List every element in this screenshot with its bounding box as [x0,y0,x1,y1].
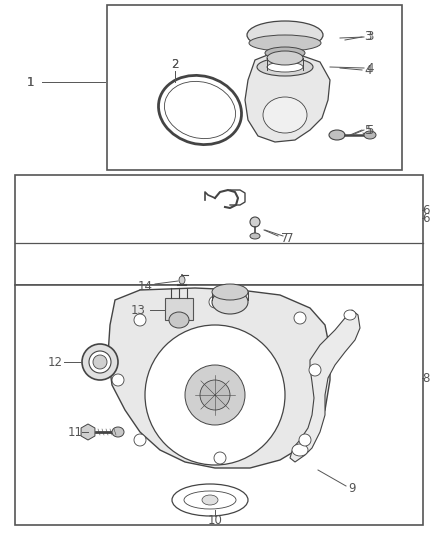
Text: 11: 11 [67,425,82,439]
Bar [165,298,193,320]
Polygon shape [108,288,330,468]
Ellipse shape [364,131,376,139]
Text: 12: 12 [47,356,63,368]
Ellipse shape [185,365,245,425]
Text: 1: 1 [26,76,34,88]
Bar [15,175,423,285]
Ellipse shape [212,290,248,314]
Text: 1: 1 [26,76,34,88]
Ellipse shape [112,427,124,437]
Ellipse shape [179,276,185,284]
Ellipse shape [329,130,345,140]
Text: 2: 2 [171,59,179,71]
Ellipse shape [172,484,248,516]
Text: 7: 7 [286,231,294,245]
Ellipse shape [89,351,111,373]
Text: 3: 3 [366,30,374,44]
Ellipse shape [249,35,321,51]
Text: 8: 8 [422,372,430,384]
Ellipse shape [82,344,118,380]
Text: 6: 6 [422,212,430,224]
Text: 9: 9 [348,481,356,495]
Ellipse shape [263,97,307,133]
Text: 13: 13 [131,303,145,317]
Ellipse shape [309,364,321,376]
Ellipse shape [247,21,323,49]
Bar [15,285,423,525]
Ellipse shape [202,495,218,505]
Ellipse shape [200,380,230,410]
Ellipse shape [209,296,221,308]
Ellipse shape [134,314,146,326]
Text: 2: 2 [171,59,179,71]
Ellipse shape [250,233,260,239]
Ellipse shape [214,452,226,464]
Ellipse shape [292,444,308,456]
Ellipse shape [344,310,356,320]
Polygon shape [290,310,360,462]
Ellipse shape [145,325,285,465]
Text: 10: 10 [208,513,223,527]
Ellipse shape [267,51,303,65]
Ellipse shape [212,284,248,300]
Bar [107,5,402,170]
Text: 7: 7 [281,231,289,245]
Ellipse shape [294,312,306,324]
Ellipse shape [267,62,303,72]
Ellipse shape [257,58,313,76]
Text: 4: 4 [364,63,372,77]
Ellipse shape [299,434,311,446]
Ellipse shape [93,355,107,369]
Ellipse shape [112,374,124,386]
Polygon shape [81,424,95,440]
Ellipse shape [250,217,260,227]
Polygon shape [245,52,330,142]
Text: 5: 5 [366,124,374,136]
Text: 4: 4 [366,61,374,75]
Text: 6: 6 [422,204,430,216]
Ellipse shape [265,47,305,59]
Ellipse shape [134,434,146,446]
Text: 5: 5 [364,124,372,136]
Text: 14: 14 [138,279,152,293]
Text: 3: 3 [364,30,372,44]
Ellipse shape [169,312,189,328]
